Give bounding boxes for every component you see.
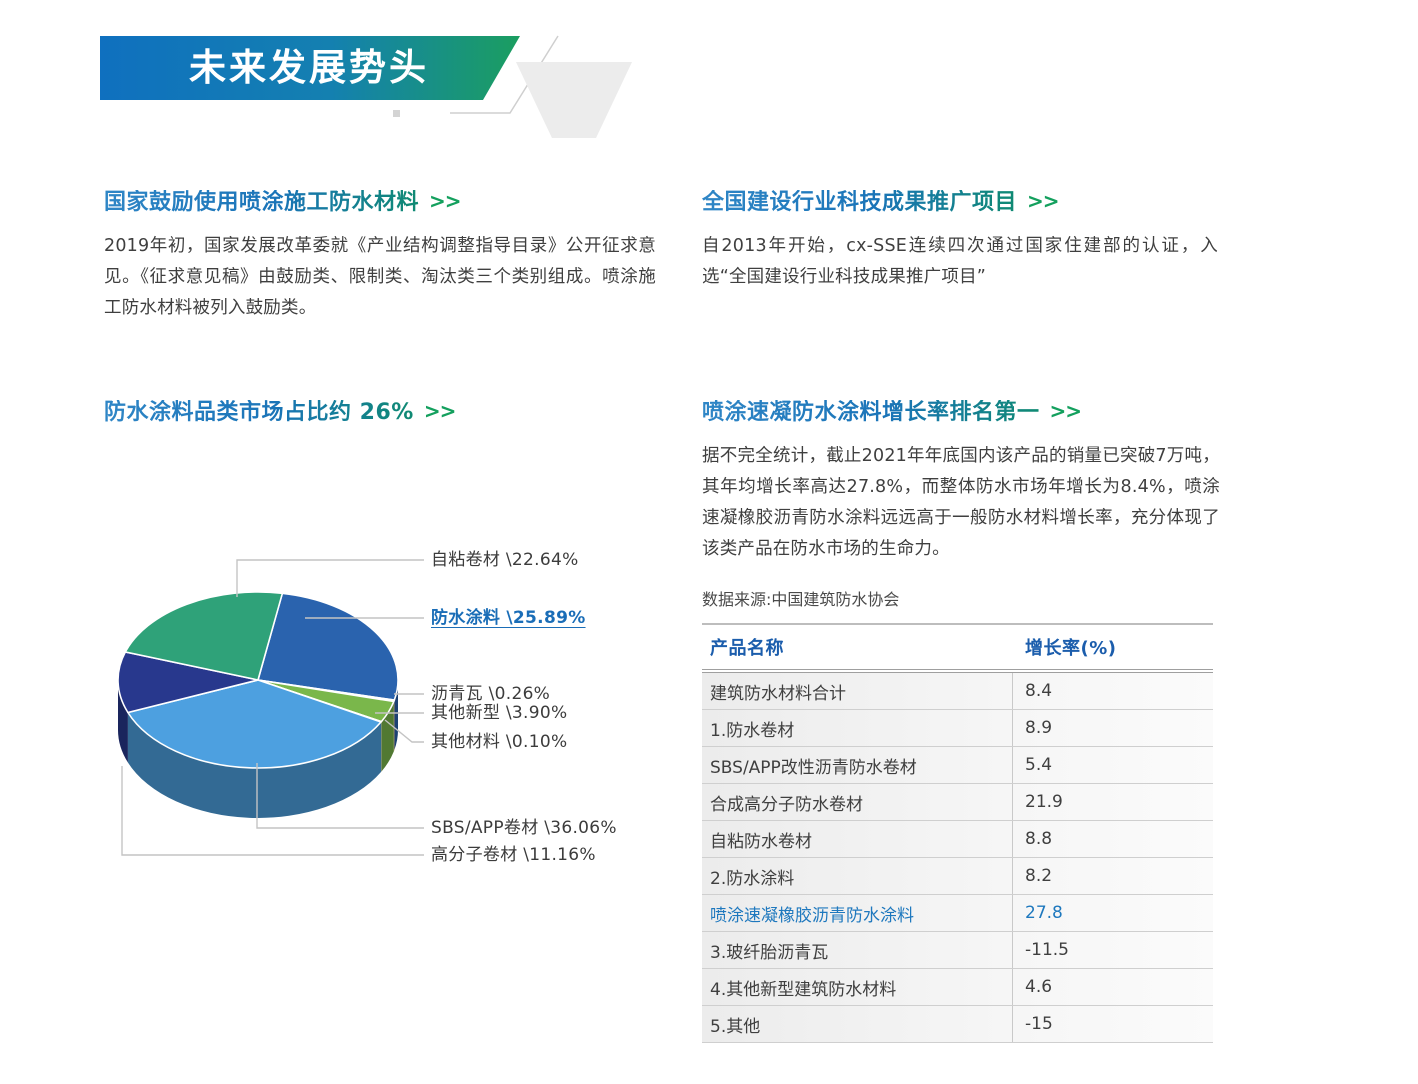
table-row: 1.防水卷材 8.9 <box>702 710 1213 747</box>
section-growth-rank-title: 喷涂速凝防水涂料增长率排名第一 >> <box>702 399 1083 425</box>
table-header-growth: 增长率(%) <box>1025 638 1117 659</box>
table-row: 自粘防水卷材 8.8 <box>702 821 1213 858</box>
pie-slice-asphalt-shingle <box>257 679 396 703</box>
section-certification: 全国建设行业科技成果推广项目 >> 自2013年开始，cx-SSE连续四次通过国家… <box>702 189 1218 293</box>
pie-slice-side-waterproof-coating <box>394 680 399 751</box>
table-header-product: 产品名称 <box>710 638 784 659</box>
section-policy-body: 2019年初，国家发展改革委就《产业结构调整指导目录》公开征求意见。《征求意见稿… <box>104 236 656 318</box>
leader-line-sbs-app-membrane <box>256 763 424 829</box>
pie-slice-side-asphalt-shingle <box>393 700 395 752</box>
pie-chart <box>117 559 424 856</box>
table-cell-growth: 8.8 <box>1025 829 1053 849</box>
table-cell-product: SBS/APP改性沥青防水卷材 <box>702 747 1013 783</box>
table-cell-product: 2.防水涂料 <box>702 858 1013 894</box>
section-market-share: 防水涂料品类市场占比约 26% >> <box>104 399 656 425</box>
pie-slice-polymer-membrane <box>117 651 259 714</box>
table-cell-growth: 5.4 <box>1025 755 1053 775</box>
banner-dot <box>393 110 400 117</box>
table-cell-growth: 27.8 <box>1025 903 1063 923</box>
more-arrow-icon[interactable]: >> <box>429 189 462 213</box>
table-cell-product: 1.防水卷材 <box>702 710 1013 746</box>
section-certification-body: 自2013年开始，cx-SSE连续四次通过国家住建部的认证，入选“全国建设行业科… <box>702 236 1218 287</box>
pie-slice-self-adhesive-membrane <box>124 591 284 681</box>
table-cell-growth: 8.9 <box>1025 718 1053 738</box>
pie-label-self-adhesive-membrane: 自粘卷材 \22.64% <box>431 550 579 570</box>
section-growth-rank: 喷涂速凝防水涂料增长率排名第一 >> 据不完全统计，截止2021年年底国内该产品的… <box>702 399 1220 565</box>
pie-label-other-new-type: 其他新型 \3.90% <box>431 703 568 723</box>
table-cell-product: 建筑防水材料合计 <box>702 673 1013 709</box>
table-cell-product: 自粘防水卷材 <box>702 821 1013 857</box>
leader-line-self-adhesive-membrane <box>236 559 424 597</box>
table-header-row: 产品名称 增长率(%) <box>702 623 1213 673</box>
table-cell-product: 5.其他 <box>702 1006 1013 1042</box>
table-cell-growth: -11.5 <box>1025 940 1069 960</box>
pie-label-asphalt-shingle: 沥青瓦 \0.26% <box>431 684 551 704</box>
section-policy-title: 国家鼓励使用喷涂施工防水材料 >> <box>104 189 462 215</box>
pie-slice-side-sbs-app-membrane <box>127 712 382 818</box>
pie-slice-other-materials <box>257 679 383 723</box>
pie-slice-waterproof-coating <box>257 592 399 701</box>
leader-line-other-materials <box>384 719 424 743</box>
more-arrow-icon[interactable]: >> <box>1049 399 1083 423</box>
table-row: 2.防水涂料 8.2 <box>702 858 1213 895</box>
banner-gray-shape <box>516 62 632 138</box>
growth-table: 产品名称 增长率(%) 建筑防水材料合计 8.4 1.防水卷材 8.9 SBS/APP改… <box>702 623 1213 1043</box>
pie-slice-side-other-new-type <box>381 701 394 772</box>
section-growth-rank-body: 据不完全统计，截止2021年年底国内该产品的销量已突破7万吨，其年均增长率高达2… <box>702 446 1220 559</box>
more-arrow-icon[interactable]: >> <box>423 399 457 423</box>
more-arrow-icon[interactable]: >> <box>1027 189 1060 213</box>
pie-label-waterproof-coating: 防水涂料 \25.89% <box>431 608 586 628</box>
table-row: 合成高分子防水卷材 21.9 <box>702 784 1213 821</box>
table-cell-growth: 8.2 <box>1025 866 1053 886</box>
table-cell-product: 喷涂速凝橡胶沥青防水涂料 <box>702 895 1013 931</box>
pie-slice-other-new-type <box>257 679 395 723</box>
leader-lines <box>121 559 424 856</box>
table-body: 建筑防水材料合计 8.4 1.防水卷材 8.9 SBS/APP改性沥青防水卷材 5.4 合成… <box>702 673 1213 1043</box>
table-cell-growth: 21.9 <box>1025 792 1063 812</box>
pie-label-polymer-membrane: 高分子卷材 \11.16% <box>431 845 596 865</box>
table-row: 建筑防水材料合计 8.4 <box>702 673 1213 710</box>
table-row: SBS/APP改性沥青防水卷材 5.4 <box>702 747 1213 784</box>
pie-label-sbs-app-membrane: SBS/APP卷材 \36.06% <box>431 818 617 838</box>
pie-label-other-materials: 其他材料 \0.10% <box>431 732 568 752</box>
section-market-share-title: 防水涂料品类市场占比约 26% >> <box>104 399 457 425</box>
page-title: 未来发展势头 <box>189 46 429 89</box>
table-row: 5.其他 -15 <box>702 1006 1213 1043</box>
data-source-note: 数据来源:中国建筑防水协会 <box>702 590 900 609</box>
table-cell-growth: 4.6 <box>1025 977 1053 997</box>
section-certification-title: 全国建设行业科技成果推广项目 >> <box>702 189 1060 215</box>
table-cell-product: 合成高分子防水卷材 <box>702 784 1013 820</box>
table-cell-growth: 8.4 <box>1025 681 1053 701</box>
table-cell-growth: -15 <box>1025 1014 1053 1034</box>
pie-slice-side-polymer-membrane <box>118 680 128 763</box>
leader-line-polymer-membrane <box>121 766 424 856</box>
table-row: 4.其他新型建筑防水材料 4.6 <box>702 969 1213 1006</box>
table-cell-product: 3.玻纤胎沥青瓦 <box>702 932 1013 968</box>
table-row: 喷涂速凝橡胶沥青防水涂料 27.8 <box>702 895 1213 932</box>
table-cell-product: 4.其他新型建筑防水材料 <box>702 969 1013 1005</box>
section-policy: 国家鼓励使用喷涂施工防水材料 >> 2019年初，国家发展改革委就《产业结构调整指… <box>104 189 656 324</box>
table-row: 3.玻纤胎沥青瓦 -11.5 <box>702 932 1213 969</box>
pie-slice-sbs-app-membrane <box>127 679 382 769</box>
pie-slices <box>117 591 399 818</box>
